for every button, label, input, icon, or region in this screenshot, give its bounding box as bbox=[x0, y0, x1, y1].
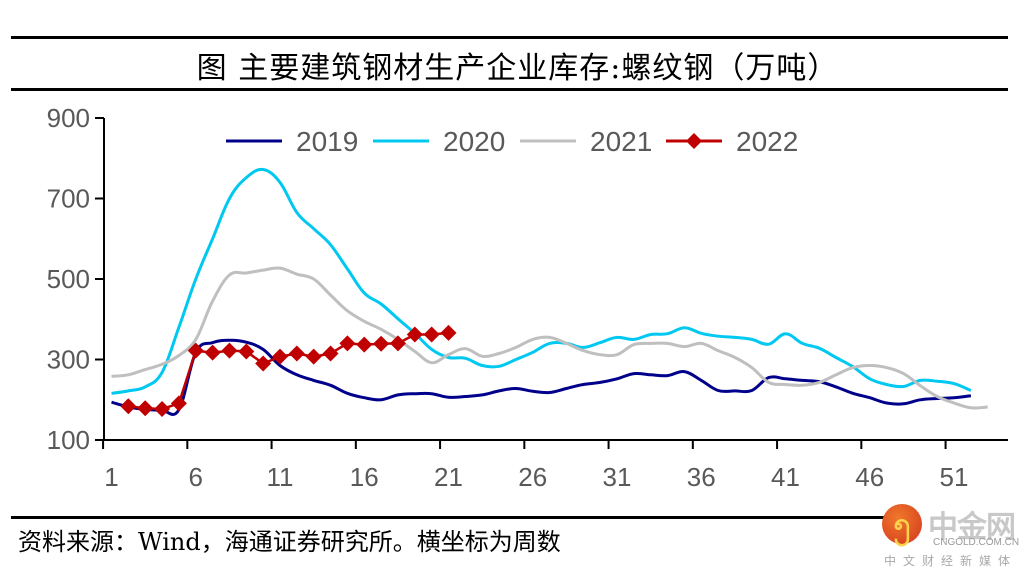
source-note: 资料来源：Wind，海通证券研究所。横坐标为周数 bbox=[18, 528, 561, 556]
y-tick-label: 700 bbox=[47, 184, 90, 214]
x-tick-label: 11 bbox=[267, 462, 294, 492]
data-point-2022 bbox=[440, 324, 457, 341]
cngold-logo-icon bbox=[882, 504, 922, 544]
data-point-2022 bbox=[322, 345, 339, 362]
y-tick-label: 100 bbox=[47, 425, 90, 455]
title-rule-bottom bbox=[11, 88, 1008, 91]
data-point-2022 bbox=[373, 335, 390, 352]
x-tick-label: 41 bbox=[771, 462, 800, 492]
watermark-tagline: 中文财经新媒体 bbox=[884, 554, 1018, 568]
data-point-2022 bbox=[204, 344, 221, 361]
data-point-2022 bbox=[154, 401, 171, 418]
x-tick-label: 21 bbox=[434, 462, 463, 492]
data-point-2022 bbox=[389, 335, 406, 352]
x-axis: 1 6 11 16 21 26 31 36 41 46 51 bbox=[95, 439, 1008, 492]
data-point-2022 bbox=[255, 355, 272, 372]
legend-marker-2022 bbox=[686, 133, 702, 149]
legend-item-2022: 2022 bbox=[666, 126, 798, 157]
x-tick-label: 36 bbox=[687, 462, 716, 492]
legend-label-2020: 2020 bbox=[443, 126, 505, 157]
data-point-2022 bbox=[288, 345, 305, 362]
legend-label-2022: 2022 bbox=[736, 126, 798, 157]
x-tick-label: 6 bbox=[189, 462, 203, 492]
data-point-2022 bbox=[406, 326, 423, 343]
data-point-2022 bbox=[356, 336, 373, 353]
chart-title: 图 主要建筑钢材生产企业库存:螺纹钢（万吨） bbox=[196, 51, 839, 86]
series-2021 bbox=[111, 266, 988, 410]
series-line-2020 bbox=[111, 167, 972, 395]
x-tick-label: 16 bbox=[350, 462, 379, 492]
watermark-url: CNGOLD.COM.CN bbox=[933, 537, 1020, 548]
series-line-2021 bbox=[111, 266, 988, 410]
data-point-2022 bbox=[238, 343, 255, 360]
legend-item-2021: 2021 bbox=[520, 126, 652, 157]
watermark-name: 中金网 bbox=[928, 510, 1016, 545]
data-point-2022 bbox=[221, 342, 238, 359]
data-point-2022 bbox=[423, 326, 440, 343]
data-point-2022 bbox=[187, 342, 204, 359]
y-tick-label: 300 bbox=[47, 345, 90, 375]
data-point-2022 bbox=[305, 348, 322, 365]
data-point-2022 bbox=[272, 348, 288, 365]
x-tick-label: 1 bbox=[104, 462, 118, 492]
legend-label-2021: 2021 bbox=[590, 126, 652, 157]
data-point-2022 bbox=[339, 335, 356, 352]
y-tick-label: 900 bbox=[47, 103, 90, 133]
y-axis: 100 300 500 700 900 bbox=[47, 103, 105, 455]
x-tick-label: 51 bbox=[940, 462, 969, 492]
legend-item-2020: 2020 bbox=[373, 126, 505, 157]
swirl-glyph-icon: ၅ bbox=[893, 506, 911, 541]
legend-label-2019: 2019 bbox=[296, 126, 358, 157]
series-2022 bbox=[120, 324, 457, 418]
x-tick-label: 31 bbox=[603, 462, 632, 492]
data-point-2022 bbox=[120, 398, 137, 415]
data-point-2022 bbox=[170, 395, 187, 412]
series-line-2019 bbox=[111, 338, 972, 417]
source-rule bbox=[11, 516, 891, 519]
series-layer bbox=[111, 167, 988, 418]
series-2019 bbox=[111, 338, 972, 417]
data-point-2022 bbox=[137, 400, 154, 417]
legend: 2019 2020 2021 2022 bbox=[226, 126, 798, 157]
legend-item-2019: 2019 bbox=[226, 126, 358, 157]
y-tick-label: 500 bbox=[47, 264, 90, 294]
x-tick-label: 46 bbox=[855, 462, 884, 492]
watermark-logo: ၅ 中金网 CNGOLD.COM.CN 中文财经新媒体 bbox=[878, 500, 1035, 573]
x-tick-label: 26 bbox=[518, 462, 547, 492]
title-rule-top bbox=[11, 36, 1008, 39]
series-2020 bbox=[111, 167, 972, 395]
